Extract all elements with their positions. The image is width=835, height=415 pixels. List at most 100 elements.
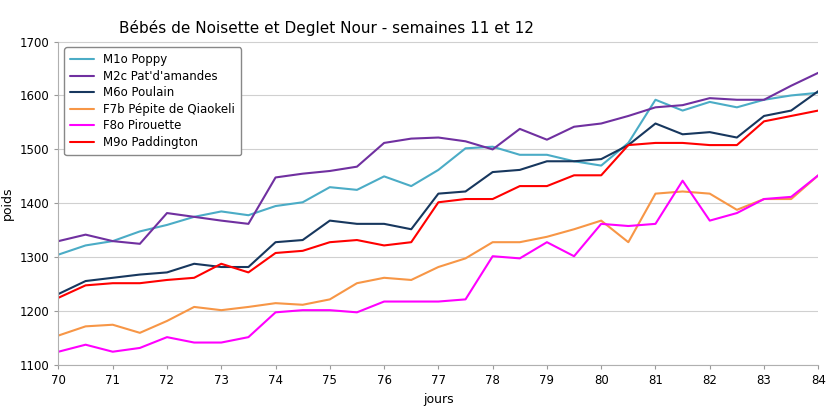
M2c Pat'd'amandes xyxy=(352,164,362,169)
M2c Pat'd'amandes xyxy=(705,96,715,101)
M6o Poulain xyxy=(189,261,199,266)
M1o Poppy xyxy=(650,97,660,102)
M1o Poppy xyxy=(786,93,796,98)
F8o Pirouette xyxy=(271,310,281,315)
F7b Pépite de Qiaokeli xyxy=(460,256,470,261)
F8o Pirouette xyxy=(80,342,90,347)
M6o Poulain xyxy=(216,264,226,269)
M9o Paddington xyxy=(813,108,823,113)
F8o Pirouette xyxy=(243,334,253,339)
M9o Paddington xyxy=(650,140,660,145)
M1o Poppy xyxy=(216,209,226,214)
M9o Paddington xyxy=(460,197,470,202)
M6o Poulain xyxy=(813,89,823,94)
M6o Poulain xyxy=(108,275,118,280)
F8o Pirouette xyxy=(460,297,470,302)
F7b Pépite de Qiaokeli xyxy=(53,333,63,338)
M9o Paddington xyxy=(352,237,362,242)
F8o Pirouette xyxy=(53,349,63,354)
M2c Pat'd'amandes xyxy=(542,137,552,142)
M6o Poulain xyxy=(623,143,633,148)
M6o Poulain xyxy=(569,159,579,164)
Line: M6o Poulain: M6o Poulain xyxy=(58,91,818,294)
M2c Pat'd'amandes xyxy=(759,97,769,102)
M1o Poppy xyxy=(677,108,687,113)
F7b Pépite de Qiaokeli xyxy=(569,227,579,232)
F7b Pépite de Qiaokeli xyxy=(352,281,362,286)
M9o Paddington xyxy=(216,261,226,266)
Line: M1o Poppy: M1o Poppy xyxy=(58,93,818,255)
F8o Pirouette xyxy=(433,299,443,304)
M6o Poulain xyxy=(271,240,281,245)
M6o Poulain xyxy=(705,129,715,134)
M1o Poppy xyxy=(623,140,633,145)
Line: M9o Paddington: M9o Paddington xyxy=(58,110,818,298)
M9o Paddington xyxy=(379,243,389,248)
M6o Poulain xyxy=(677,132,687,137)
M6o Poulain xyxy=(433,191,443,196)
M6o Poulain xyxy=(786,108,796,113)
F7b Pépite de Qiaokeli xyxy=(216,308,226,312)
F7b Pépite de Qiaokeli xyxy=(325,297,335,302)
F7b Pépite de Qiaokeli xyxy=(189,305,199,310)
M6o Poulain xyxy=(352,221,362,226)
M9o Paddington xyxy=(243,270,253,275)
M6o Poulain xyxy=(325,218,335,223)
M2c Pat'd'amandes xyxy=(677,103,687,107)
M6o Poulain xyxy=(80,278,90,283)
F7b Pépite de Qiaokeli xyxy=(786,197,796,202)
F8o Pirouette xyxy=(162,334,172,339)
Text: Bébés de Noisette et Deglet Nour - semaines 11 et 12: Bébés de Noisette et Deglet Nour - semai… xyxy=(119,20,534,36)
F8o Pirouette xyxy=(731,210,741,215)
M1o Poppy xyxy=(162,222,172,227)
M2c Pat'd'amandes xyxy=(243,221,253,226)
F8o Pirouette xyxy=(677,178,687,183)
M1o Poppy xyxy=(352,188,362,193)
M9o Paddington xyxy=(297,248,307,253)
M6o Poulain xyxy=(542,159,552,164)
M1o Poppy xyxy=(108,239,118,244)
M2c Pat'd'amandes xyxy=(569,124,579,129)
M2c Pat'd'amandes xyxy=(813,70,823,75)
M9o Paddington xyxy=(542,183,552,188)
F7b Pépite de Qiaokeli xyxy=(108,322,118,327)
M9o Paddington xyxy=(705,143,715,148)
M6o Poulain xyxy=(514,167,524,172)
F8o Pirouette xyxy=(108,349,118,354)
M2c Pat'd'amandes xyxy=(406,136,416,141)
F8o Pirouette xyxy=(216,340,226,345)
M2c Pat'd'amandes xyxy=(53,239,63,244)
M1o Poppy xyxy=(297,200,307,205)
F7b Pépite de Qiaokeli xyxy=(297,302,307,307)
M6o Poulain xyxy=(243,264,253,269)
M1o Poppy xyxy=(53,252,63,257)
F7b Pépite de Qiaokeli xyxy=(271,301,281,306)
M2c Pat'd'amandes xyxy=(162,210,172,215)
X-axis label: jours: jours xyxy=(423,393,453,406)
F8o Pirouette xyxy=(189,340,199,345)
M1o Poppy xyxy=(705,100,715,105)
F8o Pirouette xyxy=(705,218,715,223)
M6o Poulain xyxy=(650,121,660,126)
F7b Pépite de Qiaokeli xyxy=(705,191,715,196)
F8o Pirouette xyxy=(352,310,362,315)
F7b Pépite de Qiaokeli xyxy=(813,173,823,178)
F8o Pirouette xyxy=(569,254,579,259)
F8o Pirouette xyxy=(542,240,552,245)
M2c Pat'd'amandes xyxy=(786,83,796,88)
M2c Pat'd'amandes xyxy=(433,135,443,140)
M9o Paddington xyxy=(488,197,498,202)
M6o Poulain xyxy=(759,113,769,118)
F8o Pirouette xyxy=(134,345,144,350)
F8o Pirouette xyxy=(813,173,823,178)
M6o Poulain xyxy=(134,272,144,277)
M9o Paddington xyxy=(53,295,63,300)
M9o Paddington xyxy=(677,140,687,145)
M9o Paddington xyxy=(325,240,335,245)
M9o Paddington xyxy=(162,278,172,283)
M1o Poppy xyxy=(514,152,524,157)
F8o Pirouette xyxy=(325,308,335,312)
M9o Paddington xyxy=(786,113,796,118)
M9o Paddington xyxy=(271,251,281,256)
M9o Paddington xyxy=(189,275,199,280)
